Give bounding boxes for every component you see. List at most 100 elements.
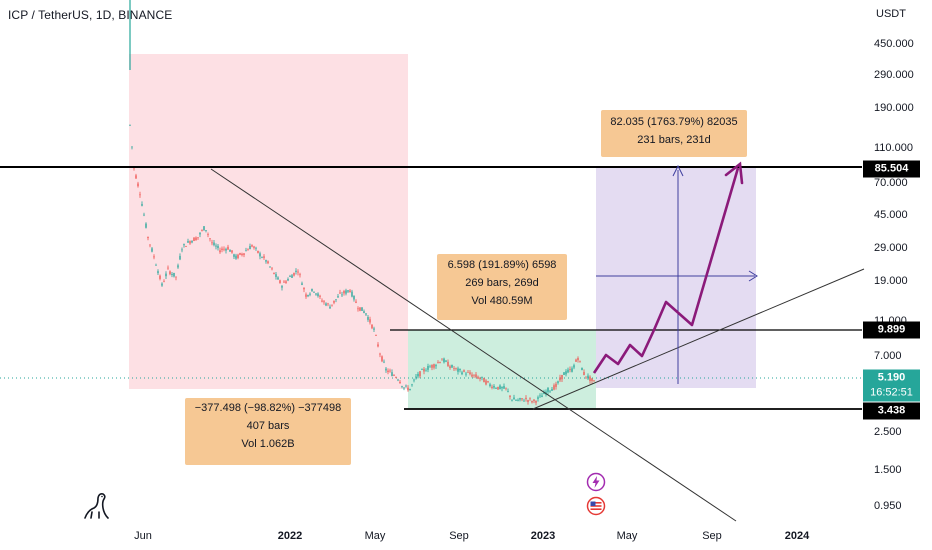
candle-body bbox=[263, 256, 265, 258]
candle-body bbox=[533, 399, 535, 401]
candle-body bbox=[453, 368, 455, 370]
candle-body bbox=[361, 307, 363, 311]
candle-body bbox=[519, 398, 521, 400]
candle-body bbox=[479, 378, 481, 380]
candle-body bbox=[421, 369, 423, 370]
candle-body bbox=[503, 386, 505, 389]
candle-body bbox=[413, 379, 415, 381]
x-tick-label: 2023 bbox=[530, 530, 556, 542]
x-tick-label: 2024 bbox=[784, 530, 810, 542]
candle-body bbox=[315, 293, 317, 295]
candle-body bbox=[451, 364, 453, 368]
candle-body bbox=[439, 361, 441, 363]
candle-body bbox=[441, 359, 443, 361]
candle-body bbox=[467, 371, 469, 373]
candle-body bbox=[405, 385, 407, 387]
y-tick-label: 19.000 bbox=[874, 275, 908, 287]
candle-body bbox=[525, 397, 527, 400]
candle-body bbox=[499, 385, 501, 390]
candle-body bbox=[355, 301, 357, 303]
candle-body bbox=[541, 395, 543, 398]
candle-body bbox=[419, 371, 421, 377]
candle-body bbox=[455, 367, 457, 369]
candle-body bbox=[271, 268, 273, 270]
candle-body bbox=[247, 249, 249, 251]
bar-countdown-badge: 16:52:51 bbox=[863, 384, 920, 402]
candle-body bbox=[589, 376, 591, 382]
level-badge-resistance[interactable]: 85.504 bbox=[863, 160, 920, 178]
candle-body bbox=[513, 397, 515, 400]
tradingview-logo-icon bbox=[84, 493, 109, 519]
candle-body bbox=[329, 306, 331, 309]
level-badge-breakout[interactable]: 9.899 bbox=[863, 321, 920, 339]
candle-body bbox=[569, 369, 571, 370]
candle-body bbox=[377, 344, 379, 347]
us-flag-event-icon[interactable] bbox=[586, 496, 606, 516]
candle-body bbox=[397, 379, 399, 381]
candle-body bbox=[137, 183, 139, 187]
candle-body bbox=[469, 372, 471, 375]
candle-body bbox=[551, 389, 553, 391]
candle-body bbox=[257, 250, 259, 253]
candle-body bbox=[203, 226, 205, 231]
candle-body bbox=[265, 260, 267, 262]
candle-body bbox=[267, 261, 269, 264]
level-badge-support[interactable]: 3.438 bbox=[863, 402, 920, 420]
candle-body bbox=[565, 371, 567, 375]
candle-body bbox=[527, 400, 529, 402]
measure-line: Vol 480.59M bbox=[471, 295, 533, 307]
candle-body bbox=[447, 361, 449, 367]
candle-body bbox=[553, 385, 555, 390]
candle-body bbox=[561, 374, 563, 380]
candle-body bbox=[153, 256, 155, 258]
candle-body bbox=[167, 267, 169, 269]
measure-line: 407 bars bbox=[246, 420, 290, 432]
target-zone bbox=[596, 167, 756, 388]
candle-body bbox=[145, 223, 147, 228]
candle-body bbox=[347, 290, 349, 292]
y-tick-label: 70.000 bbox=[874, 177, 908, 189]
candle-body bbox=[225, 248, 227, 251]
candle-body bbox=[155, 264, 157, 266]
candle-body bbox=[147, 236, 149, 239]
candle-body bbox=[251, 245, 253, 247]
candle-body bbox=[285, 281, 287, 283]
candle-body bbox=[289, 276, 291, 278]
candle-body bbox=[517, 399, 519, 401]
candle-body bbox=[221, 248, 223, 250]
candle-body bbox=[277, 277, 279, 280]
candle-body bbox=[487, 381, 489, 383]
candle-body bbox=[547, 387, 549, 392]
chart-title: ICP / TetherUS, 1D, BINANCE bbox=[8, 8, 173, 22]
candle-body bbox=[509, 395, 511, 398]
candle-body bbox=[429, 366, 431, 368]
candle-body bbox=[387, 370, 389, 373]
candle-body bbox=[341, 294, 343, 296]
candle-body bbox=[173, 272, 175, 277]
candle-body bbox=[365, 313, 367, 315]
candle-body bbox=[343, 291, 345, 294]
y-tick-label: 1.500 bbox=[874, 464, 902, 476]
candle-body bbox=[165, 273, 167, 277]
candle-body bbox=[331, 304, 333, 306]
candle-body bbox=[351, 291, 353, 297]
candle-body bbox=[307, 294, 309, 297]
candle-body bbox=[171, 273, 173, 275]
candle-body bbox=[555, 383, 557, 387]
y-tick-label: 450.000 bbox=[874, 38, 914, 50]
candle-body bbox=[359, 307, 361, 311]
y-tick-label: 2.500 bbox=[874, 426, 902, 438]
candle-body bbox=[475, 374, 477, 378]
candle-body bbox=[207, 234, 209, 235]
candle-body bbox=[183, 244, 185, 246]
descending-trendline bbox=[210, 168, 737, 522]
lightning-event-icon[interactable] bbox=[586, 472, 606, 492]
candle-body bbox=[349, 290, 351, 293]
candle-body bbox=[485, 380, 487, 385]
candle-body bbox=[305, 294, 307, 297]
candle-body bbox=[381, 356, 383, 362]
y-tick-label: 290.000 bbox=[874, 69, 914, 81]
candle-body bbox=[333, 300, 335, 303]
